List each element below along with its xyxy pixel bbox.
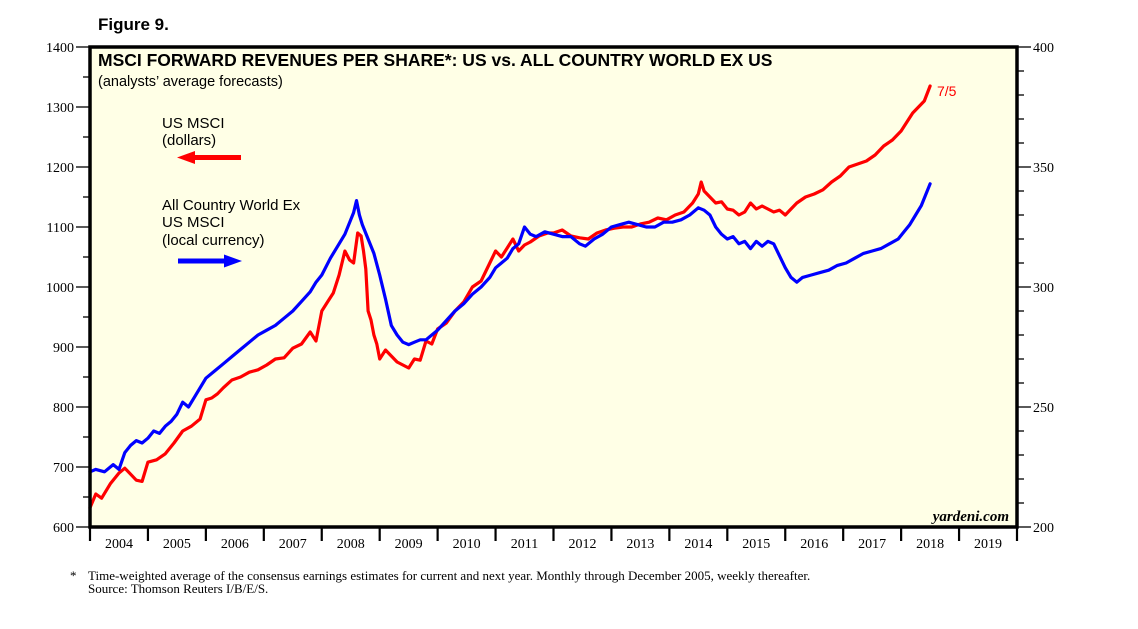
footnote: * Time-weighted average of the consensus … (70, 569, 810, 595)
x-tick-label: 2005 (163, 537, 191, 552)
left-tick-label: 1400 (46, 41, 74, 56)
x-tick-label: 2013 (626, 537, 654, 552)
chart-title: MSCI FORWARD REVENUES PER SHARE*: US vs.… (98, 50, 772, 70)
right-tick-label: 300 (1033, 281, 1054, 296)
legend-acwi-line1: All Country World Ex (162, 197, 301, 214)
x-tick-label: 2012 (568, 537, 596, 552)
series-line-us-msci (88, 84, 932, 510)
watermark: yardeni.com (931, 509, 1009, 525)
left-tick-label: 800 (53, 401, 74, 416)
right-tick-label: 200 (1033, 521, 1054, 536)
left-tick-label: 1000 (46, 281, 74, 296)
legend-us-line2: (dollars) (162, 132, 216, 149)
left-tick-label: 1200 (46, 161, 74, 176)
left-tick-label: 700 (53, 461, 74, 476)
footnote-source: Source: Thomson Reuters I/B/E/S. (88, 581, 269, 596)
x-tick-label: 2007 (279, 537, 307, 552)
left-axis: 600 700 800 900 1000 1100 1200 1300 1400 (46, 41, 90, 536)
x-tick-label: 2018 (916, 537, 944, 552)
x-tick-label: 2010 (453, 537, 481, 552)
series-line-acwi-ex-us (88, 182, 932, 474)
left-arrow-icon (177, 151, 241, 164)
left-tick-label: 1300 (46, 101, 74, 116)
x-tick-label: 2009 (395, 537, 423, 552)
right-tick-label: 400 (1033, 41, 1054, 56)
x-tick-label: 2014 (684, 537, 712, 552)
footnote-marker: * (70, 568, 77, 583)
x-axis: 2004 2005 2006 2007 2008 2009 2010 2011 2012 2013… (88, 527, 1019, 552)
left-tick-label: 600 (53, 521, 74, 536)
end-date-annotation: 7/5 (937, 83, 957, 99)
x-tick-label: 2011 (511, 537, 538, 552)
legend-us: US MSCI (dollars) (162, 115, 241, 164)
right-arrow-icon (178, 254, 242, 268)
plot-frame (88, 45, 1019, 529)
x-tick-label: 2019 (974, 537, 1002, 552)
x-tick-label: 2017 (858, 537, 886, 552)
figure-label: Figure 9. (98, 15, 169, 34)
legend-acwi-line2: US MSCI (162, 214, 225, 231)
right-tick-label: 350 (1033, 161, 1054, 176)
right-tick-label: 250 (1033, 401, 1054, 416)
plot-background (90, 47, 1017, 527)
x-tick-label: 2015 (742, 537, 770, 552)
left-tick-label: 900 (53, 341, 74, 356)
footnote-text: Time-weighted average of the consensus e… (88, 568, 811, 583)
legend-us-line1: US MSCI (162, 115, 225, 132)
x-tick-label: 2006 (221, 537, 249, 552)
right-axis: 200 250 300 350 400 (1017, 41, 1054, 536)
series-layer (88, 84, 932, 510)
chart-subtitle: (analysts’ average forecasts) (98, 74, 283, 90)
x-tick-label: 2008 (337, 537, 365, 552)
legend-acwi: All Country World Ex US MSCI (local curr… (162, 197, 301, 268)
x-tick-label: 2016 (800, 537, 828, 552)
x-tick-label: 2004 (105, 537, 133, 552)
legend-acwi-line3: (local currency) (162, 232, 265, 249)
left-tick-label: 1100 (47, 221, 74, 236)
